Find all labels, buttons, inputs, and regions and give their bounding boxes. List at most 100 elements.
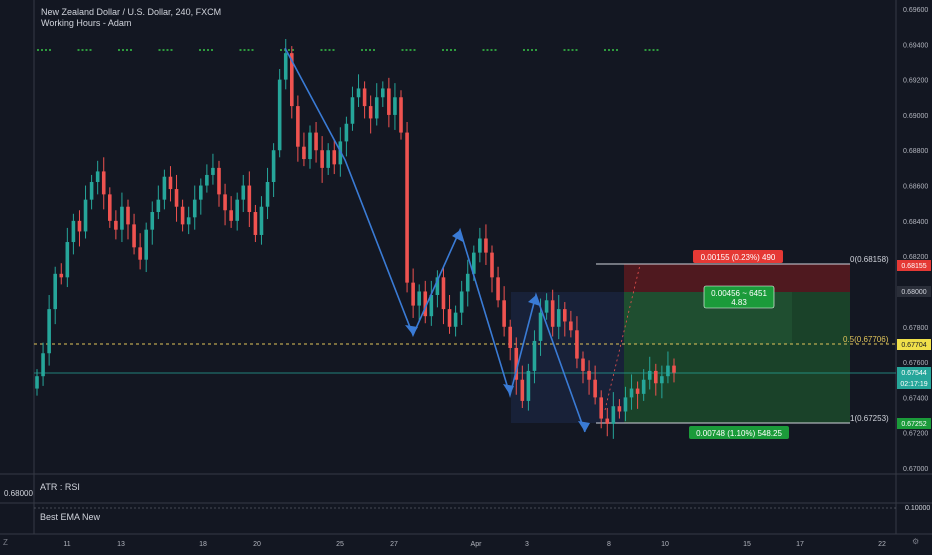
time-tick-label: 25 xyxy=(336,541,344,548)
working-hours-dot xyxy=(288,49,290,51)
candle-body xyxy=(277,79,282,151)
time-tick-label: 20 xyxy=(253,541,261,548)
price-tick-label: 0.68600 xyxy=(903,184,928,191)
working-hours-dot xyxy=(118,49,120,51)
candle-body xyxy=(156,199,161,213)
candle-body xyxy=(387,88,391,115)
candle-body xyxy=(423,291,428,317)
gear-icon[interactable]: ⚙ xyxy=(912,537,920,546)
last-price-text: 0.67544 xyxy=(901,370,926,377)
price-tick-label: 0.67000 xyxy=(903,466,928,473)
candle-body xyxy=(411,282,415,306)
working-hours-dot xyxy=(247,49,250,51)
working-hours-dot xyxy=(482,49,485,51)
working-hours-dot xyxy=(652,49,655,51)
fib-label-1: 1(0.67253) xyxy=(850,414,889,423)
price-tick-label: 0.68800 xyxy=(903,148,928,155)
candle-body xyxy=(556,309,561,327)
price-tick-label: 0.67400 xyxy=(903,395,928,402)
candle-body xyxy=(302,146,306,160)
candle-body xyxy=(356,88,361,98)
working-hours-dot xyxy=(527,49,529,51)
working-hours-dot xyxy=(442,49,444,51)
stop-badge-text: 0.68155 xyxy=(901,263,926,270)
working-hours-dot xyxy=(280,49,282,51)
candle-body xyxy=(180,206,185,225)
candle-body xyxy=(186,217,191,225)
candle-body xyxy=(296,106,300,147)
working-hours-dot xyxy=(369,49,371,51)
stop-badge xyxy=(897,260,931,271)
candle-body xyxy=(641,379,646,394)
candle-body xyxy=(229,210,233,221)
level05-badge xyxy=(897,339,931,350)
working-hours-dot xyxy=(41,49,43,51)
candle-body xyxy=(368,106,373,119)
working-hours-dot xyxy=(199,49,201,51)
candle-body xyxy=(47,309,51,354)
candle-body xyxy=(563,309,567,322)
timezone-icon[interactable]: Z xyxy=(3,538,8,547)
candle-body xyxy=(320,150,324,168)
price-tick-label: 0.69600 xyxy=(903,7,928,14)
working-hours-dot xyxy=(486,49,489,51)
candle-body xyxy=(635,388,640,394)
price-tick-label: 0.67600 xyxy=(903,360,928,367)
price-tick-label: 0.69400 xyxy=(903,42,928,49)
target-badge xyxy=(897,418,931,429)
working-hours-dot xyxy=(49,49,51,51)
candle-body xyxy=(381,88,385,98)
working-hours-dot xyxy=(320,49,323,51)
candle-body xyxy=(453,312,458,327)
candle-body xyxy=(490,252,494,278)
candle-body xyxy=(168,176,173,190)
time-tick-label: 11 xyxy=(63,541,70,548)
working-hours-dot xyxy=(166,49,169,51)
risk-badge xyxy=(693,250,783,263)
working-hours-dot xyxy=(45,49,47,51)
atr-pane-label[interactable]: ATR : RSI xyxy=(40,482,80,492)
candle-body xyxy=(95,171,100,183)
candle-body xyxy=(647,370,652,380)
candle-body xyxy=(205,174,209,186)
candle-body xyxy=(429,294,434,317)
time-axis-labels: 11 13 18 20 25 27 Apr 3 8 10 15 17 22 xyxy=(63,541,886,548)
candle-body xyxy=(472,252,476,274)
candle-body xyxy=(332,150,337,165)
working-hours-dot xyxy=(454,49,456,51)
candle-body xyxy=(326,150,330,168)
atr-value: 0.68000 xyxy=(4,489,33,498)
working-hours-dot xyxy=(211,49,213,51)
candle-body xyxy=(192,199,197,218)
working-hours-dot xyxy=(567,49,570,51)
candle-body xyxy=(575,330,579,359)
ema-pane-label[interactable]: Best EMA New xyxy=(40,512,101,522)
candle-body xyxy=(174,189,179,207)
entry-badge xyxy=(897,286,931,297)
working-hours-dot xyxy=(89,49,92,51)
candle-body xyxy=(247,185,252,213)
working-hours-dot xyxy=(446,49,448,51)
working-hours-dot xyxy=(122,49,124,51)
candle-body xyxy=(259,206,264,235)
time-tick-label: 8 xyxy=(607,541,611,548)
candle-body xyxy=(120,206,124,230)
candle-body xyxy=(538,312,543,341)
candle-body xyxy=(150,212,155,230)
risk-label: 0.00155 (0.23%) 490 xyxy=(701,253,776,262)
candle-body xyxy=(65,242,70,278)
candle-body xyxy=(132,224,136,248)
candle-body xyxy=(41,353,45,377)
candle-body xyxy=(569,321,573,331)
candle-body xyxy=(114,220,118,230)
time-tick-label: 18 xyxy=(199,541,207,548)
working-hours-dot xyxy=(243,49,246,51)
working-hours-dot xyxy=(523,49,525,51)
candle-body xyxy=(344,123,349,142)
candle-body xyxy=(666,365,670,377)
working-hours-dot xyxy=(450,49,452,51)
candle-body xyxy=(520,379,525,401)
target-badge-text: 0.67252 xyxy=(901,421,926,428)
